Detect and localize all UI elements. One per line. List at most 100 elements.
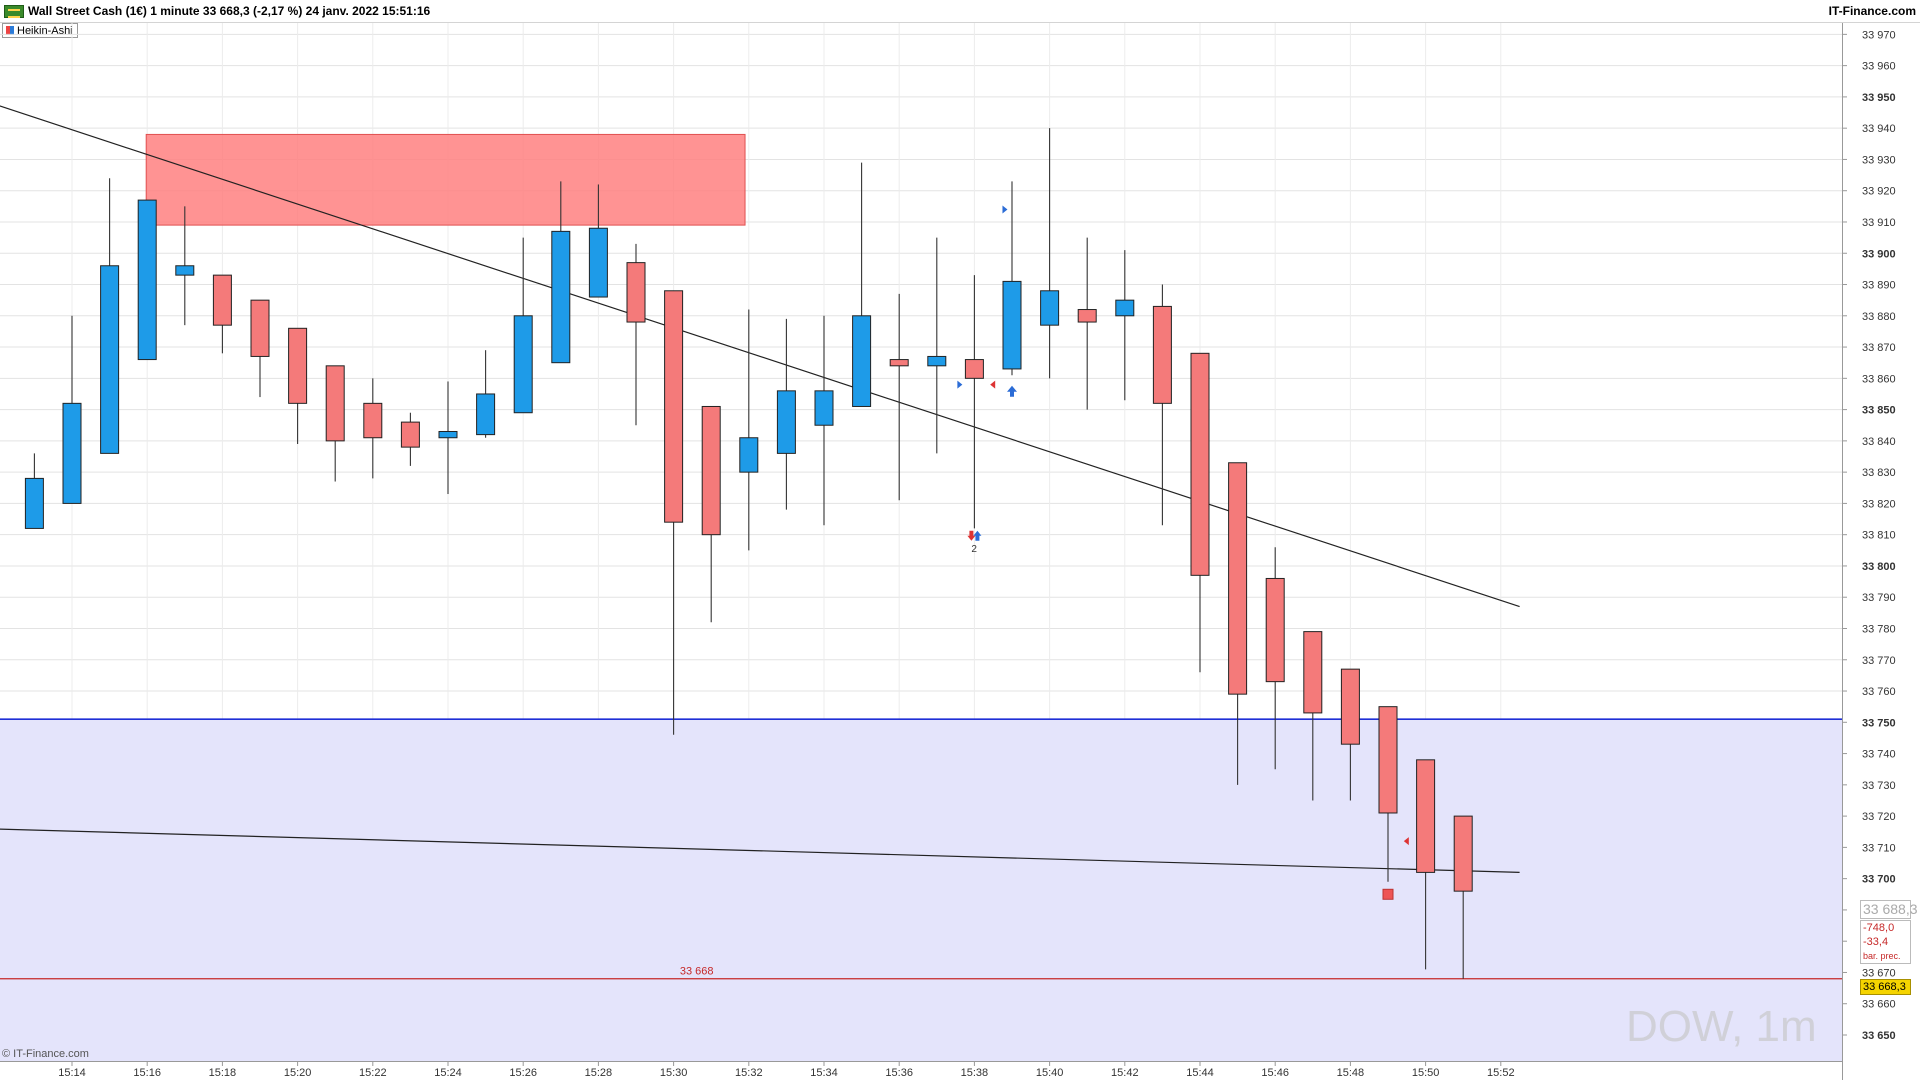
chart-lines: 33 668 xyxy=(0,105,1842,980)
y-tick-label: 33 950 xyxy=(1862,92,1896,104)
signal-markers: 2 xyxy=(957,205,1409,900)
x-tick-label: 15:16 xyxy=(133,1067,161,1079)
candle-body xyxy=(814,390,834,426)
x-tick-label: 15:34 xyxy=(810,1067,838,1079)
candle-body xyxy=(288,327,308,404)
x-tick-label: 15:28 xyxy=(585,1067,613,1079)
brand-label[interactable]: IT-Finance.com xyxy=(1828,4,1916,18)
candle-up xyxy=(852,162,872,407)
x-tick-label: 15:14 xyxy=(58,1067,86,1079)
candle-up xyxy=(814,315,834,526)
candle-up xyxy=(776,318,796,510)
candle-body xyxy=(1002,280,1022,370)
candle-up xyxy=(24,453,44,529)
y-tick-label: 33 860 xyxy=(1862,373,1896,385)
y-tick-label: 33 920 xyxy=(1862,186,1896,198)
previous-price-value: 33 688,3 xyxy=(1863,901,1918,917)
candle-up xyxy=(1002,181,1022,376)
up-arrow-marker xyxy=(1007,385,1017,397)
candle-up xyxy=(476,350,496,438)
y-tick-label: 33 830 xyxy=(1862,467,1896,479)
x-tick-label: 15:36 xyxy=(885,1067,913,1079)
candle-body xyxy=(1228,462,1248,695)
candle-body xyxy=(24,477,44,529)
candle-body xyxy=(626,262,646,323)
candle-down xyxy=(1303,631,1323,801)
candle-up xyxy=(438,381,458,495)
x-tick-label: 15:20 xyxy=(284,1067,312,1079)
candle-body xyxy=(212,274,232,326)
resistance-zone xyxy=(145,133,746,226)
candle-body xyxy=(964,359,984,379)
candle-down xyxy=(1378,706,1398,882)
candle-body xyxy=(927,355,947,367)
x-tick-label: 15:48 xyxy=(1337,1067,1365,1079)
candle-body xyxy=(363,402,383,439)
candle-down xyxy=(1228,462,1248,785)
previous-price-box: 33 688,3 xyxy=(1860,900,1918,919)
candle-body xyxy=(1378,706,1398,814)
candle-down xyxy=(1340,668,1360,801)
y-tick-label: 33 810 xyxy=(1862,530,1896,542)
y-tick-label: 33 650 xyxy=(1862,1030,1896,1042)
x-tick-label: 15:44 xyxy=(1186,1067,1214,1079)
y-tick-label: 33 850 xyxy=(1862,405,1896,417)
candle-up xyxy=(551,181,571,364)
last-price-label: 33 668 xyxy=(680,966,714,978)
marker-count-label: 2 xyxy=(971,544,977,555)
x-tick-label: 15:42 xyxy=(1111,1067,1139,1079)
instrument-title: Wall Street Cash (1€) 1 minute 33 668,3 … xyxy=(28,4,431,18)
candle-body xyxy=(1340,668,1360,745)
candle-body xyxy=(1040,290,1060,326)
x-tick-label: 15:22 xyxy=(359,1067,387,1079)
right-triangle-marker xyxy=(957,380,963,389)
x-tick-label: 15:24 xyxy=(434,1067,462,1079)
candle-up xyxy=(1115,250,1135,401)
square-marker xyxy=(1382,888,1394,900)
candle-body xyxy=(1152,305,1172,404)
candle-body xyxy=(1416,759,1436,873)
candle-up xyxy=(62,315,82,504)
y-tick-label: 33 900 xyxy=(1862,248,1896,260)
candle-up xyxy=(513,237,533,414)
x-tick-label: 15:26 xyxy=(509,1067,537,1079)
x-tick-label: 15:32 xyxy=(735,1067,763,1079)
y-tick-label: 33 730 xyxy=(1862,780,1896,792)
candle-down xyxy=(1152,284,1172,526)
candle-down xyxy=(1190,352,1210,673)
candle-down xyxy=(212,274,232,354)
last-price-box: 33 668,3 xyxy=(1860,979,1911,995)
candle-down xyxy=(1453,815,1473,979)
candle-up xyxy=(100,178,120,454)
change-prev-bar-label: bar. prec. xyxy=(1863,951,1901,961)
candle-down xyxy=(664,290,684,735)
y-tick-label: 33 870 xyxy=(1862,342,1896,354)
candle-down xyxy=(400,412,420,466)
y-tick-label: 33 770 xyxy=(1862,655,1896,667)
candles xyxy=(24,128,1473,979)
candle-up xyxy=(175,206,195,326)
candle-body xyxy=(250,299,270,357)
down-arrow-marker xyxy=(967,530,976,541)
candle-body xyxy=(1077,309,1097,323)
candle-down xyxy=(363,378,383,479)
header-bar: Wall Street Cash (1€) 1 minute 33 668,3 … xyxy=(0,0,1920,23)
y-tick-label: 33 780 xyxy=(1862,623,1896,635)
candle-body xyxy=(100,265,120,454)
change-prev-bar: -33,4 xyxy=(1863,936,1889,948)
candle-body xyxy=(889,359,909,367)
candle-down xyxy=(701,405,721,623)
y-tick-label: 33 880 xyxy=(1862,311,1896,323)
candle-body xyxy=(588,227,608,298)
candle-body xyxy=(400,421,420,448)
candle-body xyxy=(175,265,195,276)
candle-body xyxy=(701,405,721,536)
candle-body xyxy=(476,393,496,436)
candle-body xyxy=(739,437,759,473)
x-tick-label: 15:18 xyxy=(209,1067,237,1079)
x-tick-label: 15:52 xyxy=(1487,1067,1515,1079)
candle-body xyxy=(1190,352,1210,576)
y-tick-label: 33 750 xyxy=(1862,717,1896,729)
support-zone xyxy=(0,719,1842,1061)
